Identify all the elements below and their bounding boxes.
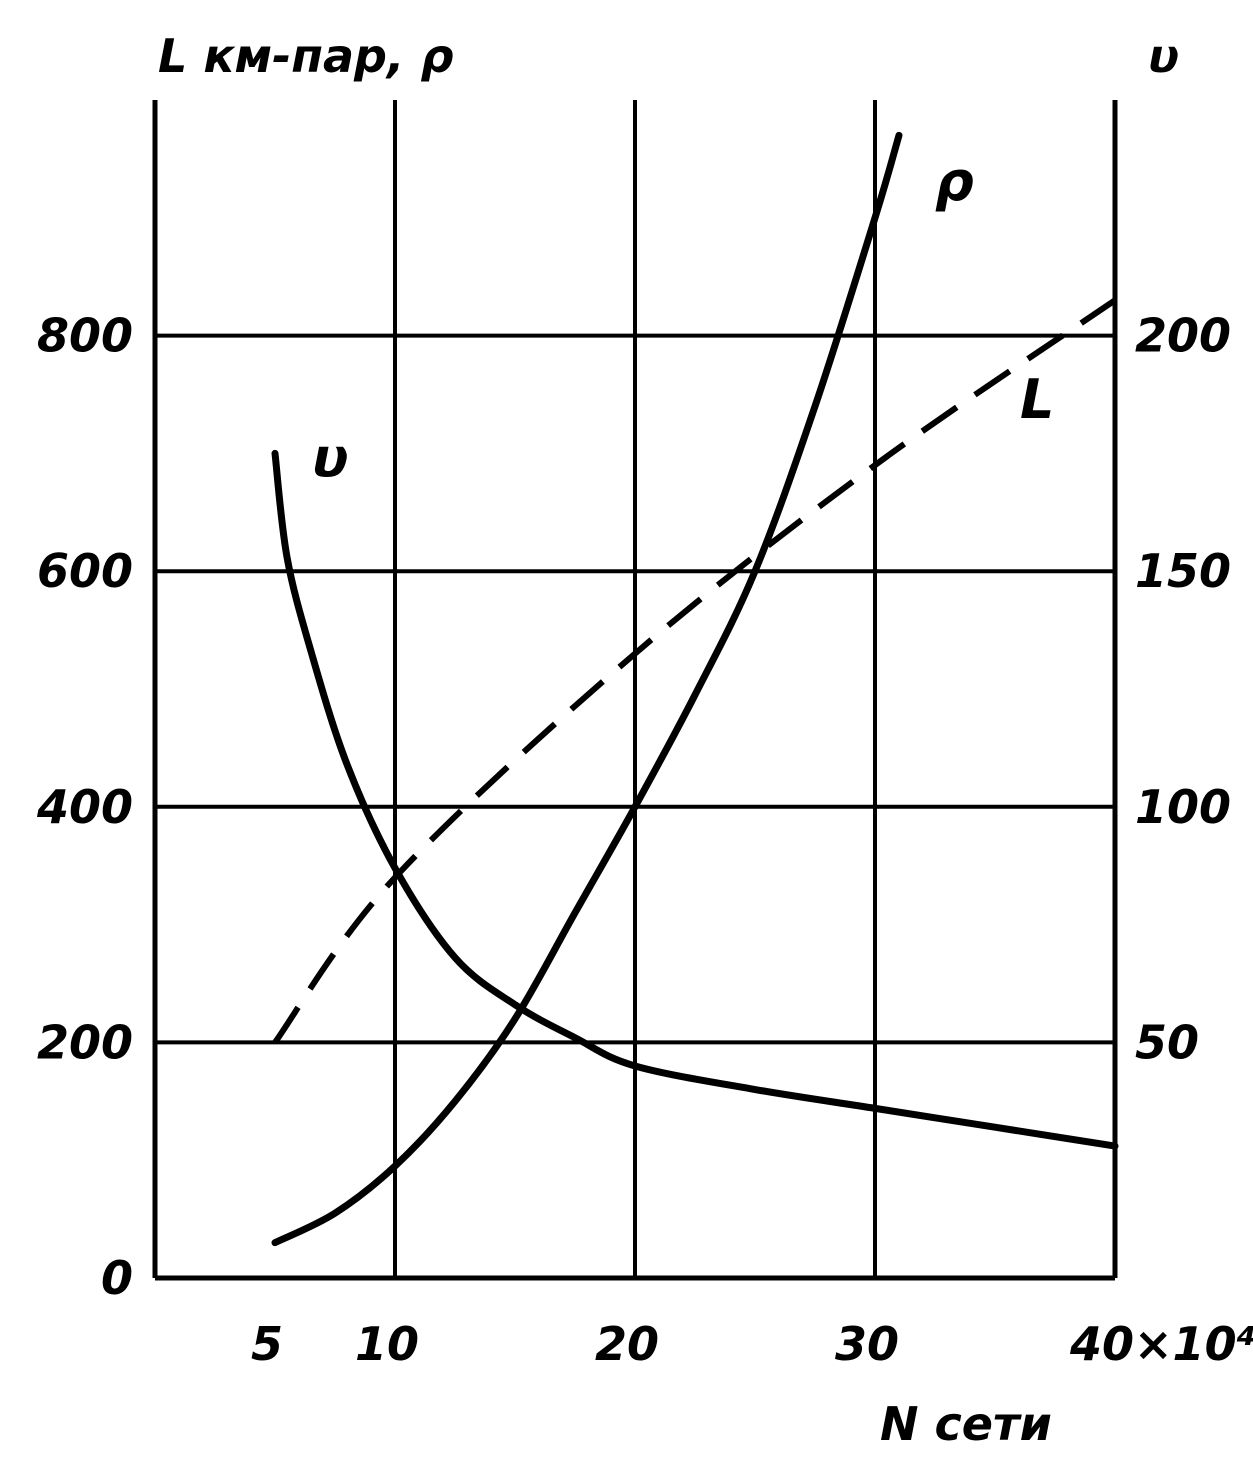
series-line-L <box>272 297 1117 1045</box>
series-label: ρ <box>935 150 974 213</box>
y-left-tick-label: 200 <box>37 1015 133 1069</box>
x-axis-title: N сети <box>880 1397 1052 1451</box>
y-right-tick-label: 200 <box>1135 309 1231 363</box>
y-right-tick-label: 50 <box>1135 1015 1199 1069</box>
y-left-tick-label: 400 <box>36 780 133 834</box>
y-left-tick-label: 0 <box>101 1251 133 1305</box>
axes <box>152 100 1118 1281</box>
series-line-rho <box>271 131 903 1247</box>
y-right-tick-label: 100 <box>1135 780 1231 834</box>
x-tick-label: 30 <box>835 1317 899 1371</box>
series-label: υ <box>312 426 348 489</box>
x-tick-label: 5 <box>251 1317 283 1371</box>
x-tick-label: 10 <box>355 1317 419 1371</box>
labels: 5 10 20 30 40×10⁴ 0 200 400 600 800 50 100 150 200 ρ Lυ <box>36 150 1253 1371</box>
series-line-upsilon <box>271 449 1119 1150</box>
y-left-axis-title: L км-пар, ρ <box>158 29 453 83</box>
y-left-tick-label: 600 <box>37 544 133 598</box>
x-tick-label: 20 <box>595 1317 659 1371</box>
series-layer <box>271 131 1119 1247</box>
grid <box>155 100 1115 1278</box>
y-right-tick-label: 150 <box>1135 544 1231 598</box>
y-right-axis-title: υ <box>1148 29 1179 83</box>
y-left-tick-label: 800 <box>37 309 133 363</box>
series-label: L <box>1020 368 1054 431</box>
x-tick-label: 40×10⁴ <box>1069 1317 1253 1371</box>
